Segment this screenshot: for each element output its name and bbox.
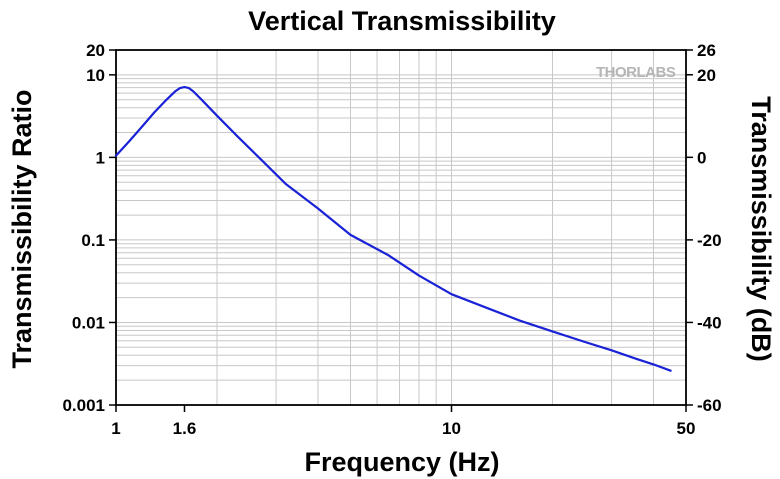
x-tick-label: 1.6 [173, 419, 197, 438]
y2-tick-label: 26 [697, 41, 716, 60]
y2-tick-label: -40 [697, 313, 722, 332]
plot-frame [115, 49, 687, 406]
y-tick-labels: 0.001 0.01 0.1 1 10 20 [62, 41, 105, 415]
y-axis-title: Transmissibility Ratio [7, 89, 37, 368]
y-tick-label: 1 [96, 148, 105, 167]
y2-tick-label: 20 [697, 66, 716, 85]
y-tick-label: 0.001 [62, 396, 105, 415]
y-tick-label: 0.01 [72, 313, 105, 332]
y-gridlines [116, 74, 686, 381]
chart-title: Vertical Transmissibility [248, 6, 556, 36]
y-tick-label: 0.1 [81, 231, 105, 250]
x-tick-labels: 1 1.6 10 50 [111, 419, 695, 438]
y2-axis-title: Transmissibility (dB) [746, 96, 776, 362]
x-gridlines [216, 50, 654, 405]
series-group [114, 85, 672, 372]
y2-tick-label: 0 [697, 148, 706, 167]
transmissibility-line [114, 85, 672, 372]
y-tick-label: 10 [86, 66, 105, 85]
y-tick-label: 20 [86, 41, 105, 60]
x-tick-label: 10 [442, 419, 461, 438]
y2-tick-labels: -60 -40 -20 0 20 26 [697, 41, 722, 415]
y2-tick-label: -60 [697, 396, 722, 415]
axis-ticks [109, 49, 693, 412]
thorlabs-watermark: THORLABS [596, 64, 676, 81]
x-tick-label: 1 [111, 419, 120, 438]
y2-tick-label: -20 [697, 231, 722, 250]
x-tick-label: 50 [677, 419, 696, 438]
x-axis-title: Frequency (Hz) [304, 447, 499, 477]
